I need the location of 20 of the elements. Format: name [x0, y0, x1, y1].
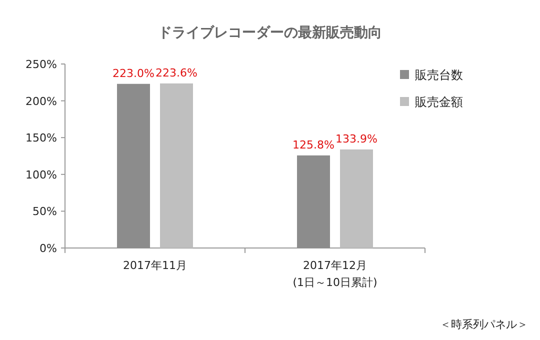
bar — [340, 149, 373, 248]
y-tick-label: 150% — [26, 132, 57, 145]
x-tick-label: 2017年12月 (1日～10日累計) — [292, 259, 378, 289]
x-tick-label: 2017年11月 — [123, 259, 187, 272]
y-tick-label: 200% — [26, 94, 57, 108]
bar — [160, 83, 193, 248]
bar — [117, 84, 150, 248]
chart-title: ドライブレコーダーの最新販売動向 — [158, 24, 382, 41]
data-label: 223.6% — [156, 66, 198, 80]
legend-label: 販売台数 — [415, 68, 463, 82]
legend-label: 販売金額 — [415, 95, 463, 109]
y-tick-label: 100% — [26, 168, 57, 182]
data-label: 133.9% — [336, 132, 378, 146]
text: ＜時系列パネル＞ — [440, 318, 528, 331]
data-label: 125.8% — [292, 138, 334, 152]
y-tick-label: 50% — [32, 205, 57, 218]
y-tick-label: 250% — [26, 58, 57, 71]
data-label: 223.0% — [112, 66, 154, 80]
y-tick-label: 0% — [40, 242, 57, 255]
bar — [297, 155, 330, 248]
